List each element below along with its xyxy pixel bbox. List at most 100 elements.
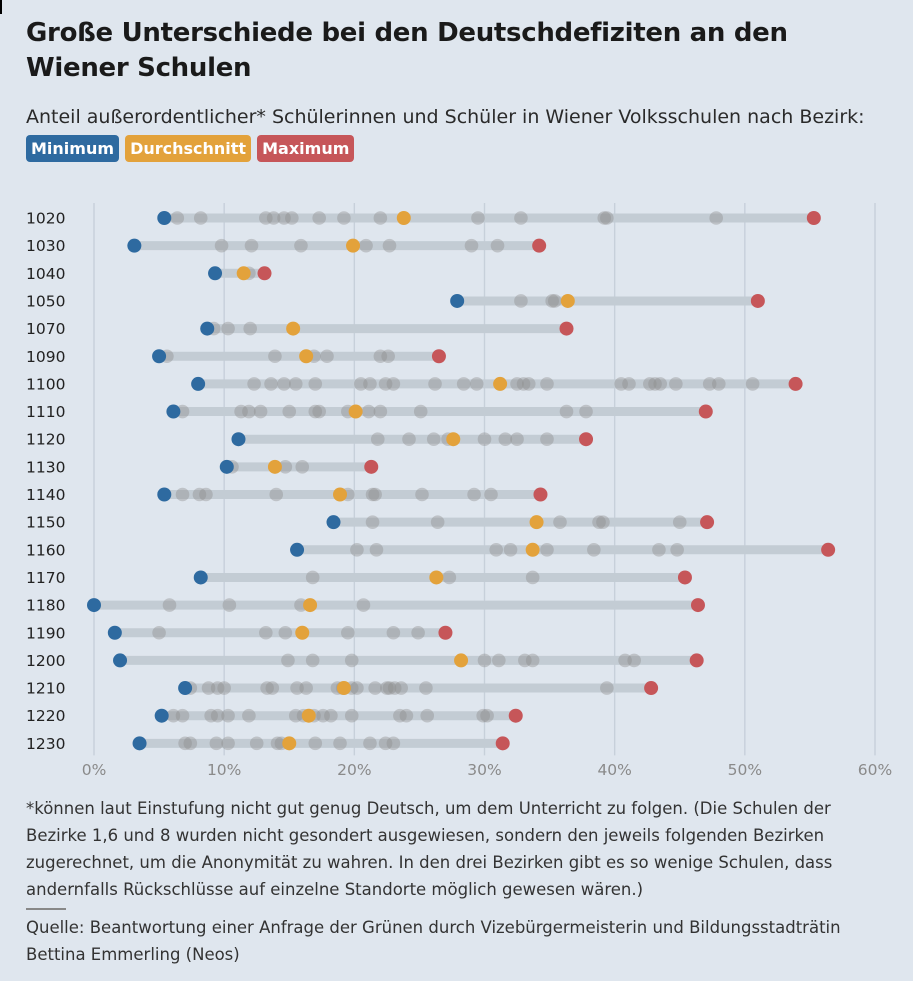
- min-dot: [450, 293, 465, 308]
- x-tick-label: 20%: [337, 761, 371, 779]
- district-row: 1030: [26, 237, 547, 255]
- district-row: 1110: [26, 403, 713, 421]
- school-dot: [242, 708, 256, 723]
- dot-range-chart: 1020 1030 1040 1050 1070 1090 1100 1110 1120 1130…: [26, 203, 892, 779]
- school-dot: [288, 708, 303, 723]
- district-label: 1090: [26, 348, 65, 366]
- school-dot: [359, 238, 373, 253]
- max-dot: [495, 736, 510, 751]
- district-label: 1230: [26, 735, 65, 753]
- max-dot: [559, 321, 574, 336]
- x-tick-label: 50%: [728, 761, 762, 779]
- avg-dot: [295, 625, 310, 640]
- x-tick-label: 10%: [207, 761, 241, 779]
- avg-dot: [493, 376, 508, 391]
- school-dot: [386, 625, 401, 640]
- school-dot: [249, 736, 264, 751]
- school-dot: [386, 377, 401, 391]
- school-dot: [378, 377, 393, 391]
- school-dot: [183, 736, 198, 751]
- max-dot: [750, 293, 765, 308]
- district-label: 1030: [26, 237, 65, 255]
- grid-lines: [93, 203, 876, 756]
- avg-dot: [301, 708, 316, 723]
- min-dot: [166, 404, 181, 419]
- avg-dot: [286, 321, 301, 336]
- school-dot: [592, 515, 606, 529]
- school-dot: [259, 625, 273, 640]
- x-tick-label: 60%: [858, 761, 892, 779]
- school-dot: [192, 487, 207, 502]
- school-dot: [587, 543, 601, 557]
- school-dot: [745, 377, 760, 391]
- school-dot: [324, 708, 338, 723]
- district-label: 1070: [26, 320, 65, 338]
- school-dot: [477, 432, 492, 446]
- max-dot: [532, 238, 547, 253]
- min-dot: [191, 376, 206, 391]
- school-dot: [402, 432, 416, 446]
- school-dot: [540, 377, 554, 391]
- district-label: 1160: [26, 541, 65, 559]
- avg-dot: [560, 293, 575, 308]
- school-dot: [648, 377, 662, 391]
- avg-dot: [236, 266, 251, 281]
- school-dot: [368, 681, 382, 695]
- district-row: 1180: [26, 597, 705, 615]
- school-dot: [600, 211, 614, 225]
- avg-dot: [299, 349, 314, 364]
- school-dot: [559, 404, 574, 419]
- school-dot: [312, 211, 326, 225]
- max-dot: [644, 681, 659, 696]
- school-dot: [288, 377, 303, 391]
- avg-dot: [348, 404, 363, 419]
- max-dot: [579, 432, 594, 447]
- school-dot: [672, 515, 687, 529]
- max-dot: [533, 487, 548, 502]
- school-dot: [363, 377, 377, 391]
- min-dot: [193, 570, 208, 585]
- school-dot: [247, 377, 261, 391]
- school-dot: [268, 349, 282, 364]
- school-dot: [175, 708, 190, 723]
- avg-dot: [282, 736, 297, 751]
- school-dot: [368, 487, 382, 502]
- school-dot: [456, 377, 471, 391]
- district-row: 1140: [26, 486, 548, 504]
- school-dot: [350, 543, 364, 557]
- district-label: 1180: [26, 597, 65, 615]
- school-dot: [312, 404, 326, 419]
- max-dot: [677, 570, 692, 585]
- school-dot: [308, 377, 323, 391]
- district-row: 1130: [26, 458, 379, 476]
- school-dot: [361, 404, 376, 419]
- school-dot: [540, 543, 554, 557]
- max-dot: [431, 349, 446, 364]
- corner-mark: [0, 0, 2, 14]
- district-label: 1040: [26, 265, 65, 283]
- avg-dot: [454, 653, 469, 668]
- school-dot: [259, 211, 273, 225]
- school-dot: [596, 515, 610, 529]
- school-dot: [344, 653, 359, 668]
- school-dot: [702, 377, 717, 391]
- school-dot: [498, 432, 513, 446]
- legend-maximum: Maximum: [257, 135, 355, 162]
- school-dot: [222, 598, 237, 612]
- school-dot: [166, 708, 181, 723]
- avg-dot: [346, 238, 361, 253]
- school-dot: [618, 653, 632, 668]
- school-dot: [514, 211, 528, 225]
- avg-dot: [303, 598, 318, 613]
- school-dot: [201, 681, 216, 695]
- chart-title: Große Unterschiede bei den Deutschdefizi…: [26, 18, 788, 83]
- district-row: 1170: [26, 569, 692, 587]
- school-dot: [545, 294, 559, 308]
- min-dot: [219, 459, 234, 474]
- avg-dot: [525, 542, 540, 557]
- source-note: Quelle: Beantwortung einer Anfrage der G…: [26, 918, 841, 964]
- school-dot: [471, 211, 485, 225]
- max-dot: [257, 266, 272, 281]
- school-dot: [290, 681, 304, 695]
- school-dot: [299, 681, 313, 695]
